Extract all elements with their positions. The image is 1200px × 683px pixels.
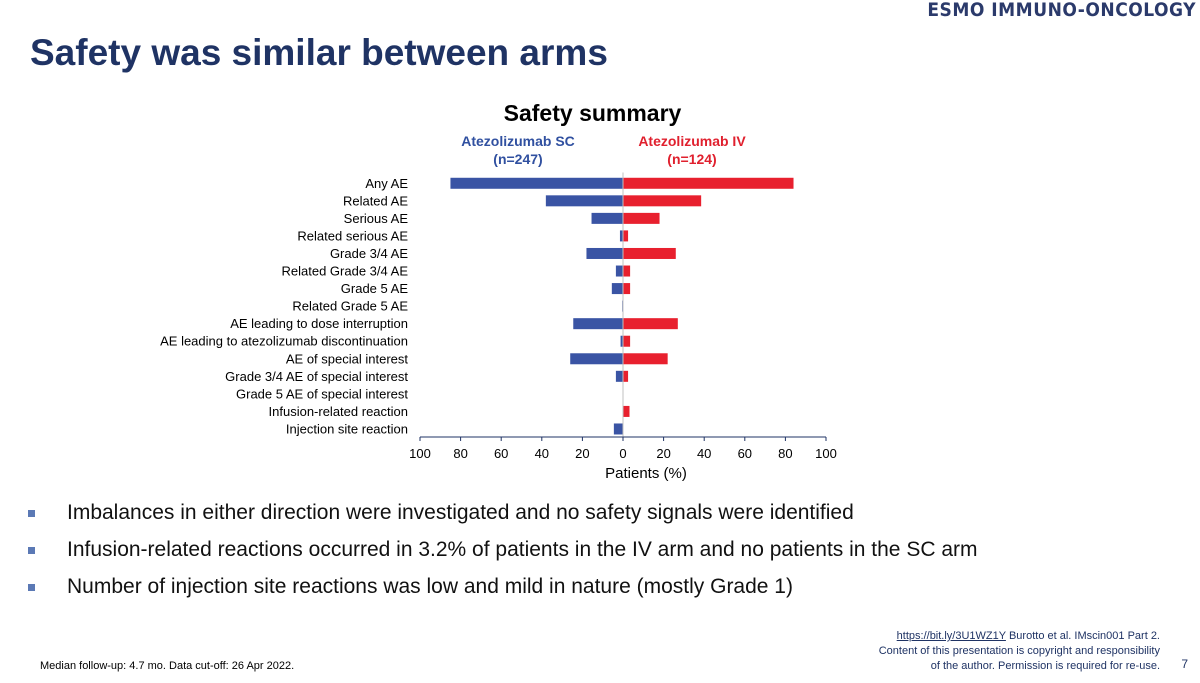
bullet-marker: [28, 584, 35, 591]
bullet-item: Number of injection site reactions was l…: [28, 574, 978, 611]
legend-iv-name: Atezolizumab IV: [638, 133, 746, 149]
bar-iv: [623, 405, 630, 417]
safety-chart: Any AE Related AE Serious AE Related seriou…: [160, 172, 837, 482]
x-tick-label: 80: [453, 446, 467, 461]
legend-sc-n: (n=247): [493, 151, 543, 167]
x-tick-label: 100: [815, 446, 837, 461]
bar-sc: [586, 247, 623, 259]
x-tick-label: 100: [409, 446, 431, 461]
bar-sc: [591, 212, 623, 224]
bar-sc: [620, 335, 623, 347]
category-label: Related serious AE: [297, 228, 408, 243]
legend-sc-name: Atezolizumab SC: [461, 133, 575, 149]
category-label: Infusion-related reaction: [269, 404, 408, 419]
x-tick-label: 20: [656, 446, 670, 461]
bullet-marker: [28, 510, 35, 517]
chart-title: Safety summary: [503, 100, 682, 126]
x-tick-label: 40: [535, 446, 549, 461]
x-tick-label: 40: [697, 446, 711, 461]
x-tick-label: 20: [575, 446, 589, 461]
category-label: Serious AE: [344, 211, 409, 226]
legend-iv: Atezolizumab IV (n=124): [612, 132, 772, 168]
category-label: Related AE: [343, 193, 408, 208]
category-label: Grade 3/4 AE: [330, 246, 408, 261]
x-tick-label: 80: [778, 446, 792, 461]
bar-iv: [623, 335, 631, 347]
bar-iv: [623, 195, 702, 207]
brand-logo: ESMO IMMUNO-ONCOLOGY: [927, 0, 1196, 21]
footnote: Median follow-up: 4.7 mo. Data cut-off: …: [40, 660, 295, 672]
bullet-item: Imbalances in either direction were inve…: [28, 500, 978, 537]
bar-iv: [623, 370, 629, 382]
x-tick-label: 0: [619, 446, 626, 461]
reference-link[interactable]: https://bit.ly/3U1WZ1Y: [896, 630, 1006, 642]
reference-line1: https://bit.ly/3U1WZ1Y Burotto et al. IM…: [879, 629, 1160, 644]
bar-sc: [573, 318, 623, 330]
page-number: 7: [1181, 657, 1188, 671]
category-label: AE leading to atezolizumab discontinuati…: [160, 334, 408, 349]
bar-iv: [623, 318, 678, 330]
x-axis-label: Patients (%): [605, 465, 687, 482]
x-tick-label: 60: [494, 446, 508, 461]
category-label: Grade 5 AE of special interest: [236, 386, 408, 401]
legend-sc: Atezolizumab SC (n=247): [438, 132, 598, 168]
bar-sc: [611, 283, 623, 295]
category-label: Grade 5 AE: [341, 281, 409, 296]
x-tick-label: 60: [738, 446, 752, 461]
bar-sc: [613, 423, 623, 435]
bar-iv: [623, 230, 629, 242]
bar-sc: [615, 265, 623, 277]
bar-sc: [619, 230, 623, 242]
bullet-text: Infusion-related reactions occurred in 3…: [67, 538, 978, 561]
bullet-item: Infusion-related reactions occurred in 3…: [28, 537, 978, 574]
bar-iv: [623, 283, 631, 295]
bullet-list: Imbalances in either direction were inve…: [28, 500, 978, 611]
legend-iv-n: (n=124): [667, 151, 717, 167]
category-label: Related Grade 3/4 AE: [282, 264, 409, 279]
reference-citation: Burotto et al. IMscin001 Part 2.: [1008, 630, 1160, 642]
reference-line3: of the author. Permission is required fo…: [930, 660, 1160, 672]
bar-iv: [623, 212, 660, 224]
category-label: Any AE: [365, 176, 408, 191]
page-title: Safety was similar between arms: [30, 32, 608, 73]
category-label: Injection site reaction: [286, 421, 408, 436]
bullet-text: Number of injection site reactions was l…: [67, 575, 793, 598]
bar-iv: [623, 247, 676, 259]
bar-sc: [570, 353, 623, 365]
category-label: AE leading to dose interruption: [230, 316, 408, 331]
bar-iv: [623, 265, 631, 277]
bar-sc: [450, 177, 623, 189]
category-label: Related Grade 5 AE: [292, 299, 408, 314]
reference: https://bit.ly/3U1WZ1Y Burotto et al. IM…: [879, 629, 1160, 674]
bar-iv: [623, 177, 794, 189]
bullet-marker: [28, 547, 35, 554]
reference-line2: Content of this presentation is copyrigh…: [878, 645, 1160, 657]
bar-sc: [545, 195, 623, 207]
category-label: AE of special interest: [286, 351, 409, 366]
bar-sc: [615, 370, 623, 382]
bullet-text: Imbalances in either direction were inve…: [67, 501, 854, 524]
category-label: Grade 3/4 AE of special interest: [225, 369, 408, 384]
bar-iv: [623, 353, 668, 365]
